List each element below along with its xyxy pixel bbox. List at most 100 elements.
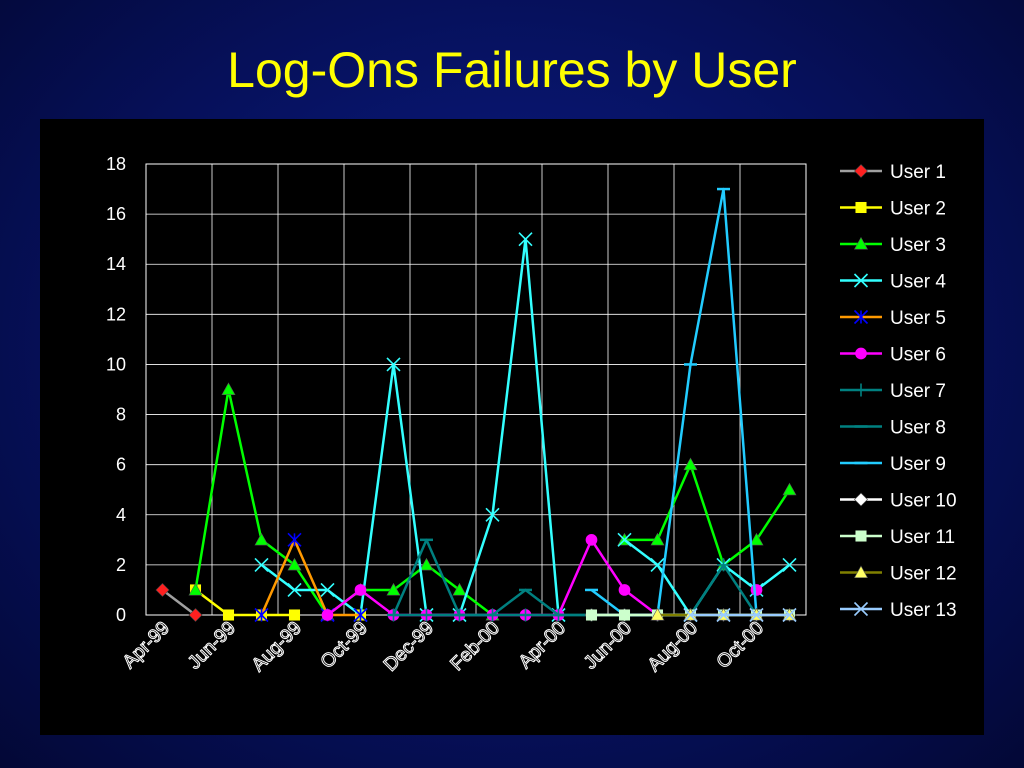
legend-label: User 11 — [890, 527, 955, 548]
legend-item: User 10 — [840, 491, 957, 512]
series-line — [623, 538, 791, 617]
legend-swatch-marker — [853, 601, 869, 617]
legend-item: User 2 — [840, 199, 946, 220]
data-point — [782, 557, 797, 572]
y-tick-label: 4 — [116, 505, 126, 525]
data-point — [354, 584, 367, 596]
x-tick-label: Dec-99 — [380, 618, 438, 676]
y-tick-label: 12 — [106, 304, 126, 324]
legend-item: User 11 — [840, 527, 955, 548]
legend-item: User 6 — [840, 345, 946, 366]
y-tick-label: 6 — [116, 455, 126, 475]
x-tick-label: Jun-99 — [184, 618, 240, 674]
legend-item: User 9 — [840, 454, 946, 475]
legend-label: User 10 — [890, 491, 957, 512]
legend-label: User 8 — [890, 418, 946, 439]
data-point — [782, 482, 797, 496]
data-point — [321, 609, 334, 621]
legend-label: User 3 — [890, 235, 946, 256]
legend-label: User 7 — [890, 381, 946, 402]
legend-swatch-marker — [853, 309, 869, 325]
series-user-4 — [254, 232, 797, 623]
legend-swatch-marker — [853, 565, 869, 579]
line-chart: 0 2 4 6 8 10 12 14 16 18 Apr-99 Jun-99 Aug-99 Oct-99 D… — [106, 154, 957, 676]
data-point — [287, 557, 302, 571]
legend-swatch-marker — [854, 492, 868, 507]
page-title: Log-Ons Failures by User — [227, 42, 797, 98]
legend-item: User 13 — [840, 600, 957, 621]
x-tick-label: Oct-99 — [317, 618, 372, 673]
legend-item: User 3 — [840, 235, 946, 256]
data-point — [221, 382, 236, 396]
legend-swatch-marker — [855, 201, 867, 214]
data-point — [320, 582, 335, 598]
data-point — [749, 607, 764, 623]
legend-label: User 9 — [890, 454, 946, 475]
data-point — [254, 557, 269, 572]
data-point — [585, 533, 598, 546]
series-line — [624, 463, 791, 567]
legend-swatch-marker — [855, 530, 867, 542]
data-point — [353, 607, 368, 623]
legend-item: User 7 — [840, 381, 946, 402]
data-point — [288, 609, 301, 621]
legend-swatch-marker — [853, 236, 869, 250]
x-tick-label: Jun-00 — [580, 618, 636, 674]
legend-swatch-marker — [854, 383, 868, 397]
data-point — [188, 608, 203, 622]
data-point — [650, 607, 665, 621]
series-user-7 — [387, 558, 763, 622]
data-point — [518, 232, 533, 247]
data-point — [618, 609, 631, 621]
series-user-3 — [188, 382, 797, 621]
legend-swatch-marker — [854, 164, 868, 178]
series-group — [155, 187, 797, 623]
legend-label: User 6 — [890, 345, 946, 366]
legend-item: User 5 — [840, 308, 946, 329]
data-point — [222, 609, 235, 621]
data-point — [716, 607, 731, 623]
y-tick-label: 0 — [116, 605, 126, 625]
series-user-1 — [155, 583, 203, 622]
data-point — [683, 457, 698, 471]
data-point — [254, 607, 269, 623]
series-user-13 — [683, 607, 797, 623]
data-point — [386, 357, 401, 372]
chart-panel: 0 2 4 6 8 10 12 14 16 18 Apr-99 Jun-99 Aug-99 Oct-99 D… — [40, 119, 984, 735]
data-point — [519, 608, 532, 622]
x-tick-label: Oct-00 — [713, 618, 768, 673]
series-line — [260, 237, 560, 617]
data-point — [585, 609, 598, 621]
data-point — [749, 532, 764, 546]
data-point — [782, 607, 797, 623]
y-tick-label: 18 — [106, 154, 126, 174]
data-point — [485, 507, 500, 522]
y-tick-label: 10 — [106, 354, 126, 374]
y-tick-label: 2 — [116, 555, 126, 575]
data-point — [420, 608, 433, 622]
data-point — [155, 583, 170, 597]
x-tick-label: Apr-99 — [119, 618, 174, 673]
data-point — [188, 582, 203, 596]
legend: User 1 User 2 User 3 User 4 User 5 User 6 User… — [840, 162, 957, 621]
legend-label: User 4 — [890, 272, 946, 293]
data-point — [717, 558, 730, 572]
data-point — [452, 582, 467, 596]
x-tick-label: Feb-00 — [447, 618, 504, 675]
series-user-6 — [321, 533, 763, 621]
legend-item: User 8 — [840, 418, 946, 439]
legend-label: User 12 — [890, 564, 957, 585]
data-point — [618, 584, 631, 596]
legend-item: User 12 — [840, 564, 957, 585]
data-point — [419, 557, 434, 571]
series-line — [260, 538, 361, 617]
series-line — [161, 588, 197, 616]
data-point — [750, 584, 763, 596]
x-tick-label: Aug-99 — [248, 618, 306, 676]
legend-item: User 1 — [840, 162, 946, 183]
legend-label: User 1 — [890, 162, 946, 183]
legend-label: User 2 — [890, 199, 946, 220]
data-point — [683, 607, 698, 623]
data-point — [650, 557, 665, 572]
legend-label: User 13 — [890, 600, 957, 621]
